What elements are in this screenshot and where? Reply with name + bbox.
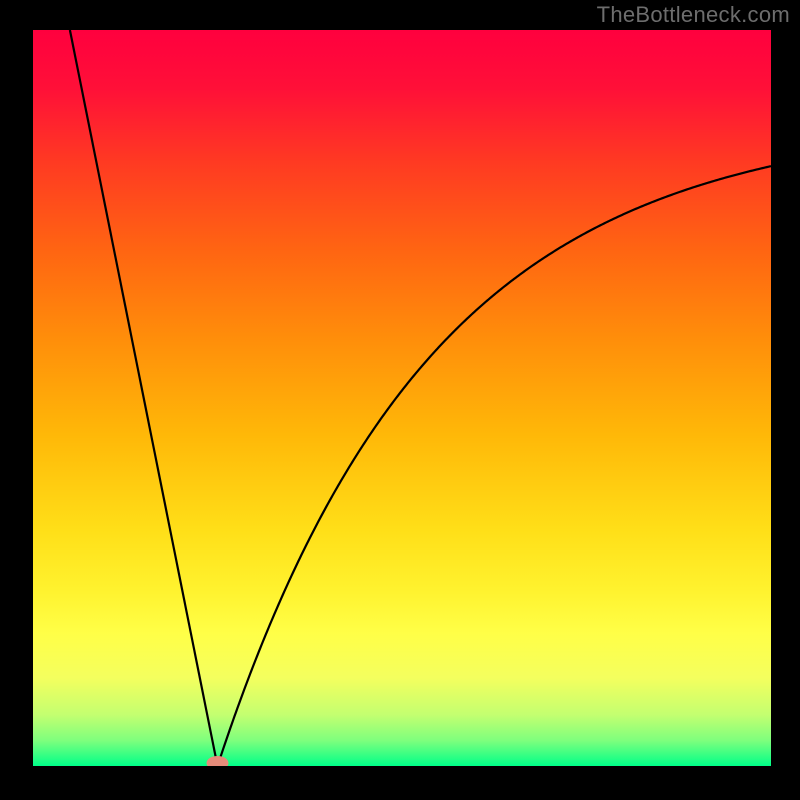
watermark-text: TheBottleneck.com	[597, 2, 790, 28]
plot-svg	[33, 30, 771, 766]
plot-area	[33, 30, 771, 766]
chart-container: TheBottleneck.com	[0, 0, 800, 800]
